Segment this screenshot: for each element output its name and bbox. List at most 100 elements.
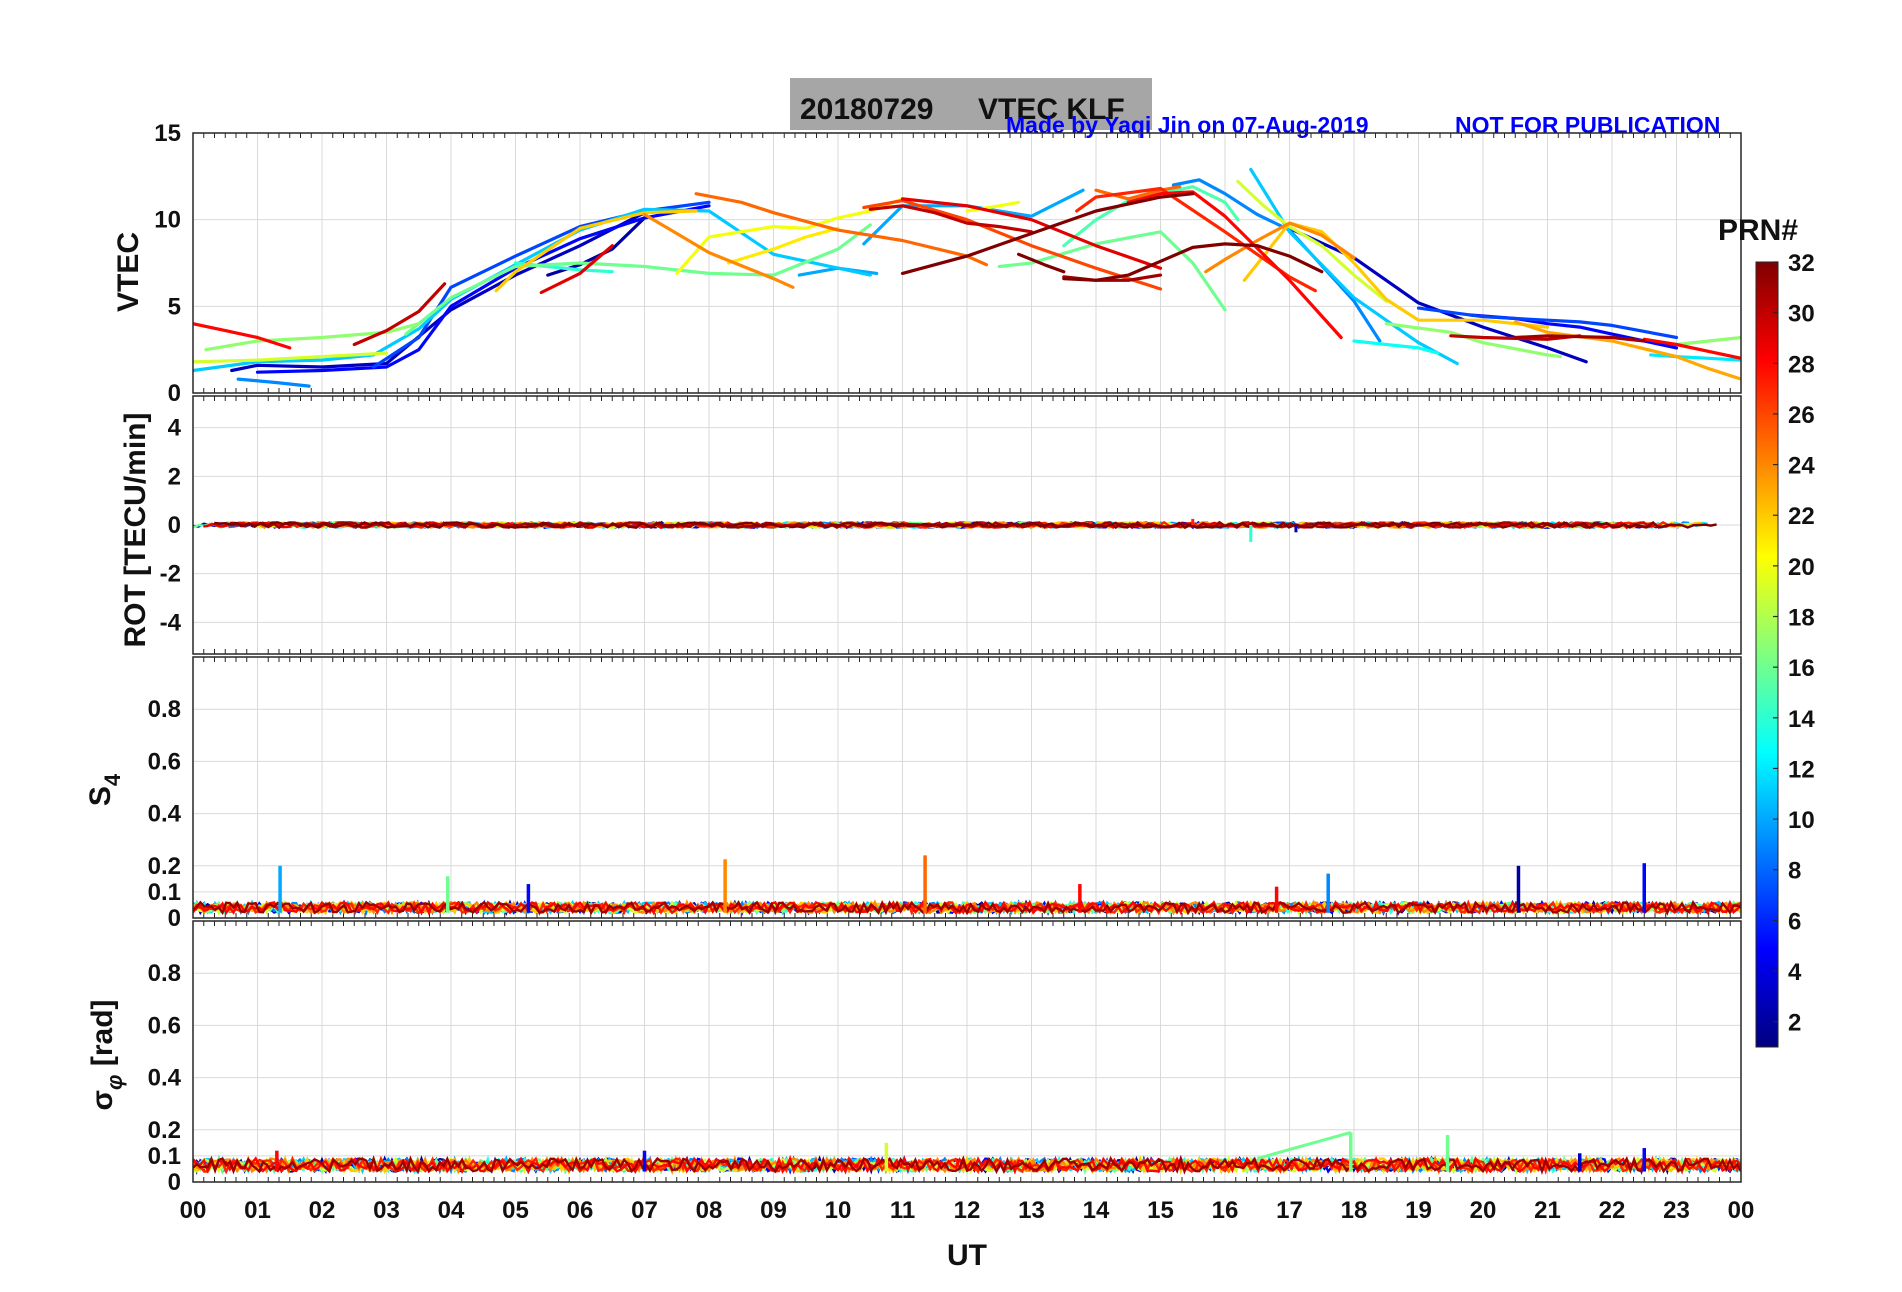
y-tick-label: 0.4: [148, 1065, 182, 1092]
svg-text:σφ [rad]: σφ [rad]: [86, 999, 127, 1110]
vtec-series-prn-17: [1674, 335, 1741, 347]
colorbar-tick-label: 6: [1788, 908, 1801, 935]
vtec-series-prn-17: [1384, 322, 1563, 359]
credit-text: Made by Yaqi Jin on 07-Aug-2019: [1006, 112, 1369, 138]
grid: [192, 132, 1742, 394]
x-tick-label: 21: [1534, 1197, 1561, 1224]
colorbar-tick-label: 28: [1788, 351, 1815, 378]
vtec-series-prn-24: [642, 212, 795, 289]
vtec-series-prn-31: [1513, 334, 1646, 343]
vtec-panel: 0 5 10 15: [154, 120, 1742, 407]
s4-ylabel: S4: [84, 773, 125, 806]
y-tick-label: -4: [160, 609, 182, 636]
x-tick-label: 19: [1405, 1197, 1432, 1224]
x-tick-label: 09: [760, 1197, 787, 1224]
colorbar-tick-label: 22: [1788, 503, 1815, 530]
y-tick-label: 5: [168, 293, 181, 320]
plot-area: [193, 1130, 1741, 1176]
colorbar-tick-label: 18: [1788, 605, 1815, 632]
y-tick-label: 0: [168, 905, 181, 932]
vtec-series-prn-32: [900, 192, 1195, 275]
y-tick-label: 2: [168, 463, 181, 490]
sigma-phi-panel: 00.10.2 0.4 0.6 0.8 00 01 02 03 04 05 06 07 08 09 10 11…: [148, 920, 1755, 1224]
x-tick-label: 17: [1276, 1197, 1303, 1224]
colorbar-tick-label: 32: [1788, 250, 1815, 277]
plot-area: [193, 855, 1741, 917]
x-tick-label: 01: [244, 1197, 271, 1224]
colorbar-tick-label: 16: [1788, 655, 1815, 682]
colorbar-tick-label: 10: [1788, 807, 1815, 834]
vtec-series-prn-16: [997, 230, 1227, 312]
axes-frame: [192, 920, 1742, 1183]
colorbar-tick-label: 4: [1788, 959, 1802, 986]
colorbar-tick-label: 26: [1788, 402, 1815, 429]
y-tick-label: 0.8: [148, 960, 181, 987]
rot-ylabel: ROT [TECU/min]: [119, 413, 152, 648]
sigma_phi-series-prn-27: [193, 1154, 1741, 1175]
colorbar: [1755, 261, 1779, 1048]
vtec-series-prn-30: [868, 204, 1034, 234]
vtec-series-prn-3: [1287, 226, 1588, 364]
x-tick-label: 14: [1083, 1197, 1110, 1224]
x-tick-label: 15: [1147, 1197, 1174, 1224]
y-tick-label: 15: [154, 120, 181, 147]
x-tick-label: 13: [1018, 1197, 1045, 1224]
axes-frame: [192, 132, 1742, 394]
vtec-series-prn-29: [539, 244, 614, 295]
x-axis-label: UT: [947, 1239, 987, 1272]
axes-frame: [192, 395, 1742, 655]
vtec-series-prn-12: [1649, 353, 1741, 362]
vtec-series-prn-19: [193, 351, 389, 364]
y-tick-label: 0.6: [148, 748, 181, 775]
vtec-series-prn-32: [1062, 242, 1324, 282]
vtec-ylabel: VTEC: [112, 232, 145, 312]
x-tick-label: 22: [1599, 1197, 1626, 1224]
s4-series-prn-31: [193, 899, 1741, 916]
x-tick-label: 03: [373, 1197, 400, 1224]
y-tick-label: 0.2: [148, 853, 181, 880]
sigma_phi-series-prn-31: [193, 1154, 1741, 1176]
sigma_phi-ramp: [1256, 1130, 1352, 1160]
x-tick-label: 07: [631, 1197, 658, 1224]
vtec-series-prn-9: [236, 377, 311, 388]
vtec-series-prn-23: [1513, 320, 1741, 381]
vtec-series-prn-2: [546, 216, 647, 277]
vtec-series-prn-5: [255, 204, 711, 374]
y-tick-label: 4: [168, 415, 182, 442]
y-tick-label: 0.1: [148, 879, 181, 906]
grid: [192, 657, 1742, 919]
axes-frame: [192, 656, 1742, 919]
x-tick-label: 05: [502, 1197, 529, 1224]
title-date: 20180729: [800, 93, 933, 126]
x-tick-label: 06: [567, 1197, 594, 1224]
s4-panel: 00.10.2 0.4 0.6 0.8: [148, 656, 1742, 932]
colorbar-tick-label: 2: [1788, 1010, 1801, 1037]
vtec-series-prn-16: [404, 223, 872, 336]
vtec-series-prn-28: [1642, 337, 1741, 360]
y-tick-label: 0: [168, 1169, 181, 1196]
vtec-series-prn-28: [1126, 190, 1343, 340]
x-tick-label: 00: [1728, 1197, 1755, 1224]
vtec-series-prn-7: [1416, 306, 1679, 340]
x-tick-label: 00: [180, 1197, 207, 1224]
x-tick-label: 23: [1663, 1197, 1690, 1224]
colorbar-tick-label: 8: [1788, 858, 1801, 885]
x-tick-label: 12: [954, 1197, 981, 1224]
vtec-series-prn-29: [900, 197, 1163, 270]
vtec-series-prn-20: [675, 197, 905, 275]
x-tick-label: 16: [1212, 1197, 1239, 1224]
colorbar-tick-label: 12: [1788, 756, 1815, 783]
x-tick-label: 08: [696, 1197, 723, 1224]
y-tick-label: 0.2: [148, 1117, 181, 1144]
notice-text: NOT FOR PUBLICATION: [1455, 112, 1720, 138]
x-tick-label: 04: [438, 1197, 465, 1224]
vtec-series-prn-11: [193, 207, 872, 373]
x-tick-label: 02: [309, 1197, 336, 1224]
y-tick-label: 0.1: [148, 1143, 181, 1170]
vtec-series-prn-21: [726, 226, 840, 265]
vtec-series-prn-28: [193, 322, 292, 350]
y-tick-label: 0: [168, 380, 181, 407]
vtec-series-prn-7: [372, 200, 711, 369]
